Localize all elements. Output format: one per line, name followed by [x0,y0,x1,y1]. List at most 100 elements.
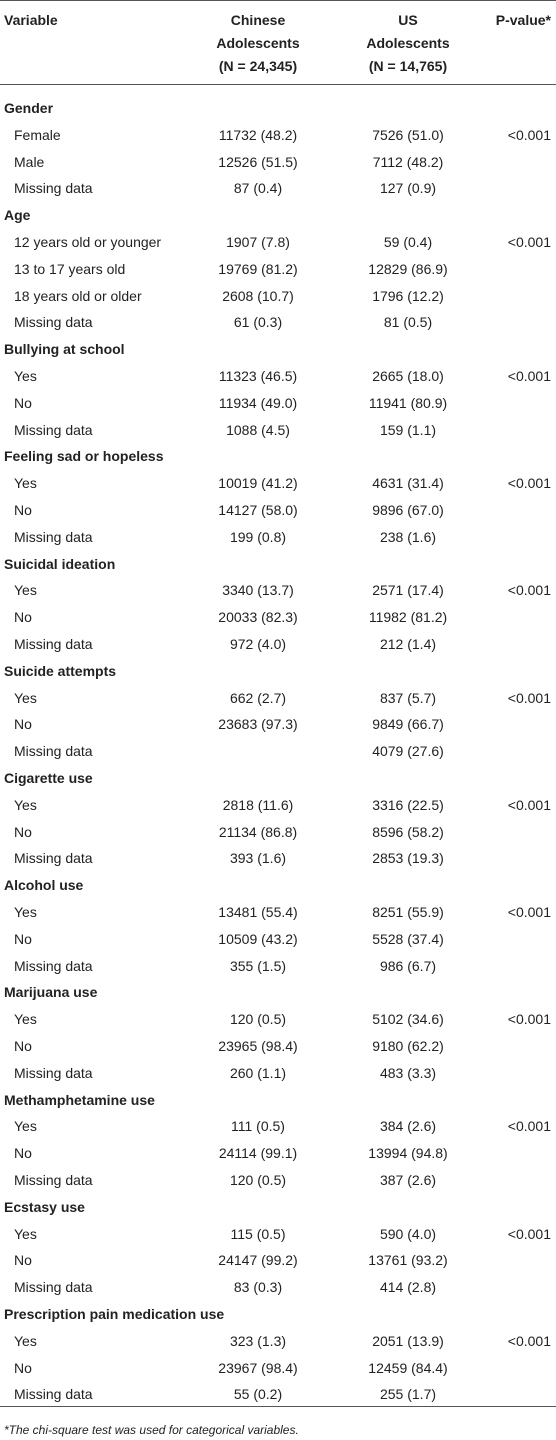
row-label: Female [14,126,61,143]
us-value: 2665 (18.0) [372,368,444,384]
chinese-value: 972 (4.0) [229,636,287,652]
chinese-value: 393 (1.6) [229,850,287,867]
chinese-value: 14127 (58.0) [218,502,298,518]
p-value: <0.001 [507,1332,551,1349]
p-value: <0.001 [507,582,551,599]
row-label: Missing data [14,1279,93,1296]
row-label: Yes [14,475,37,492]
chinese-value: 19769 (81.2) [218,260,298,277]
p-value: <0.001 [507,1011,551,1028]
us-value: 13761 (93.2) [368,1252,448,1269]
us-value: 2853 (19.3) [372,850,444,867]
chinese-value: 24114 (99.1) [218,1145,298,1162]
p-value: <0.001 [507,689,551,706]
chinese-value: 11732 (48.2) [218,126,298,143]
us-value: 159 (1.1) [379,421,437,438]
us-value: 13994 (94.8) [368,1145,448,1162]
header-chinese: Adolescents [216,35,300,51]
row-label: No [14,1145,32,1162]
chinese-value: 260 (1.1) [229,1064,287,1081]
us-value: 11982 (81.2) [368,609,448,626]
p-value: <0.001 [507,904,551,920]
header-p-value: P-value* [495,12,551,28]
us-value: 127 (0.9) [379,180,437,197]
footnote: *The chi-square test was used for catego… [4,1423,299,1437]
chinese-value: 11323 (46.5) [218,368,298,384]
row-label: No [14,609,32,626]
row-label: 12 years old or younger [14,234,162,250]
row-label: Missing data [14,1386,93,1403]
chinese-value: 662 (2.7) [229,689,287,706]
row-label: Missing data [14,850,93,867]
us-value: 1796 (12.2) [372,287,444,304]
row-label: No [14,1359,32,1376]
us-value: 4631 (31.4) [372,475,444,492]
section-title: Alcohol use [4,877,84,894]
header-variable: Variable [4,12,58,28]
top-rule [0,0,556,1]
chinese-value: 13481 (55.4) [218,904,298,920]
p-value: <0.001 [507,1225,551,1242]
row-label: No [14,930,32,947]
chinese-value: 2608 (10.7) [222,287,294,304]
chinese-value: 21134 (86.8) [218,823,298,840]
chinese-value: 11934 (49.0) [218,394,298,411]
section-title: Methamphetamine use [4,1091,155,1108]
chinese-value: 323 (1.3) [229,1332,287,1349]
section-title: Ecstasy use [4,1198,85,1215]
row-label: Yes [14,796,37,813]
p-value: <0.001 [507,475,551,492]
us-value: 81 (0.5) [383,314,433,331]
chinese-value: 199 (0.8) [229,528,287,545]
us-value: 11941 (80.9) [368,394,448,411]
chinese-value: 83 (0.3) [233,1279,283,1296]
row-label: No [14,502,32,518]
p-value: <0.001 [507,234,551,250]
row-label: Male [14,153,45,170]
chinese-value: 3340 (13.7) [222,582,294,599]
bottom-rule [0,1406,556,1407]
chinese-value: 23965 (98.4) [218,1038,298,1054]
chinese-value: 1088 (4.5) [226,421,290,438]
us-value: 212 (1.4) [379,636,437,652]
p-value: <0.001 [507,368,551,384]
row-label: Yes [14,368,37,384]
us-value: 9896 (67.0) [372,502,444,518]
chinese-value: 55 (0.2) [233,1386,283,1403]
us-value: 238 (1.6) [379,528,437,545]
row-label: Missing data [14,957,93,974]
row-label: Missing data [14,314,93,331]
us-value: 384 (2.6) [379,1118,437,1135]
section-title: Cigarette use [4,770,93,786]
section-title: Marijuana use [4,984,98,1001]
row-label: 18 years old or older [14,287,142,304]
row-label: No [14,1252,32,1269]
us-value: 5528 (37.4) [372,930,444,947]
p-value: <0.001 [507,126,551,143]
row-label: Yes [14,582,37,599]
us-value: 12459 (84.4) [368,1359,448,1376]
row-label: No [14,716,32,733]
us-value: 387 (2.6) [379,1172,437,1188]
p-value: <0.001 [507,1118,551,1135]
us-value: 12829 (86.9) [368,260,448,277]
us-value: 414 (2.8) [379,1279,437,1296]
p-value: <0.001 [507,796,551,813]
row-label: No [14,1038,32,1054]
row-label: Yes [14,1011,37,1028]
us-value: 4079 (27.6) [372,743,444,760]
chinese-value: 115 (0.5) [230,1225,286,1242]
row-label: Missing data [14,1064,93,1081]
section-title: Bullying at school [4,341,125,358]
chinese-value: 12526 (51.5) [218,153,298,170]
us-value: 59 (0.4) [383,234,433,250]
chinese-value: 111 (0.5) [231,1118,285,1135]
row-label: Yes [14,1118,37,1135]
us-value: 2571 (17.4) [372,582,444,599]
row-label: No [14,823,32,840]
row-label: Yes [14,1225,37,1242]
header-us: (N = 14,765) [368,58,448,74]
us-value: 5102 (34.6) [372,1011,444,1028]
header-rule [0,84,556,85]
